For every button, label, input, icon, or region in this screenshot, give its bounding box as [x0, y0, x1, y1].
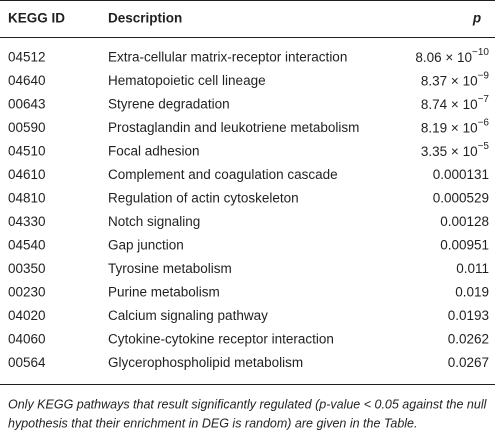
p-value: 0.011 [456, 261, 489, 276]
p-value: 8.06 × 10−10 [415, 47, 489, 65]
header-description: Description [108, 11, 182, 26]
description: Prostaglandin and leukotriene metabolism [108, 120, 359, 135]
description: Regulation of actin cytoskeleton [108, 191, 299, 206]
description: Gap junction [108, 238, 184, 253]
description: Notch signaling [108, 214, 200, 229]
p-exponent: −5 [478, 141, 490, 152]
kegg-id: 04060 [8, 332, 46, 347]
p-value: 0.0262 [448, 332, 489, 347]
kegg-id: 00590 [8, 120, 46, 135]
kegg-id: 04810 [8, 191, 46, 206]
p-exponent: −10 [472, 47, 489, 58]
p-exponent: −6 [478, 117, 490, 128]
footnote-line: Only KEGG pathways that result significa… [8, 397, 488, 411]
p-value: 0.000529 [433, 191, 489, 206]
kegg-id: 04330 [8, 214, 46, 229]
description: Purine metabolism [108, 285, 220, 300]
footnote-line: hypothesis that their enrichment in DEG … [8, 416, 417, 430]
header-p: p [472, 11, 481, 26]
description: Extra-cellular matrix-receptor interacti… [108, 50, 347, 65]
description: Glycerophospholipid metabolism [108, 355, 303, 370]
description: Calcium signaling pathway [108, 308, 268, 323]
description: Styrene degradation [108, 97, 230, 112]
p-exponent: −7 [478, 94, 490, 105]
p-value: 0.00951 [440, 238, 489, 253]
kegg-id: 04610 [8, 167, 46, 182]
p-mantissa: 8.06 × 10 [415, 50, 472, 65]
p-mantissa: 8.37 × 10 [421, 73, 478, 88]
p-exponent: −9 [478, 70, 490, 81]
kegg-id: 04510 [8, 144, 46, 159]
p-value: 8.37 × 10−9 [421, 70, 490, 88]
p-value: 8.74 × 10−7 [421, 94, 490, 112]
kegg-id: 00564 [8, 355, 46, 370]
description: Focal adhesion [108, 144, 200, 159]
p-value: 0.0193 [448, 308, 489, 323]
kegg-id: 00230 [8, 285, 46, 300]
description: Complement and coagulation cascade [108, 167, 338, 182]
kegg-id: 00643 [8, 97, 46, 112]
header-id: KEGG ID [8, 11, 65, 26]
p-value: 8.19 × 10−6 [421, 117, 490, 135]
p-value: 0.0267 [448, 355, 489, 370]
kegg-id: 04540 [8, 238, 46, 253]
p-mantissa: 8.19 × 10 [421, 120, 478, 135]
kegg-id: 04640 [8, 73, 46, 88]
kegg-id: 04020 [8, 308, 46, 323]
kegg-id: 00350 [8, 261, 46, 276]
p-value: 3.35 × 10−5 [421, 141, 490, 159]
p-value: 0.000131 [433, 167, 489, 182]
description: Hematopoietic cell lineage [108, 73, 266, 88]
description: Tyrosine metabolism [108, 261, 232, 276]
description: Cytokine-cytokine receptor interaction [108, 332, 334, 347]
p-mantissa: 3.35 × 10 [421, 144, 478, 159]
kegg-id: 04512 [8, 50, 46, 65]
p-value: 0.019 [455, 285, 489, 300]
p-value: 0.00128 [440, 214, 489, 229]
p-mantissa: 8.74 × 10 [421, 97, 478, 112]
